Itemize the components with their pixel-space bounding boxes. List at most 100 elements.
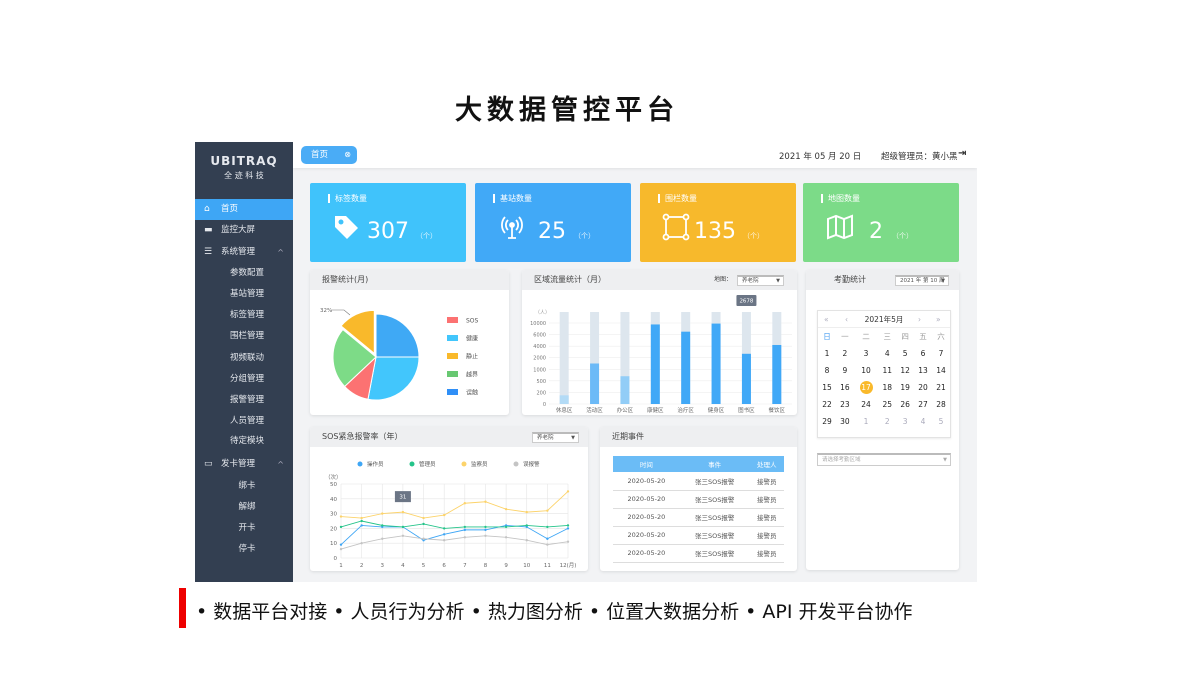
calendar-day[interactable]: 15 (818, 379, 836, 396)
calendar-day[interactable]: 20 (914, 379, 932, 396)
logout-icon[interactable]: ⇥ (958, 148, 967, 159)
data-point[interactable] (360, 524, 363, 527)
data-point[interactable] (442, 539, 446, 542)
data-point[interactable] (525, 524, 528, 527)
pie-slice[interactable] (332, 328, 377, 388)
calendar-day[interactable]: 26 (896, 396, 914, 413)
data-point[interactable] (525, 539, 528, 542)
data-point[interactable] (339, 525, 343, 529)
chevron-up-icon[interactable]: ^ (277, 248, 284, 257)
prev-month-icon[interactable]: ‹ (845, 315, 848, 324)
sidebar-item[interactable]: 参数配置 (195, 263, 293, 284)
chevron-up-icon[interactable]: ^ (277, 460, 284, 469)
calendar-day[interactable]: 27 (914, 396, 932, 413)
sidebar-item[interactable]: 开卡 (195, 518, 293, 539)
data-point[interactable] (484, 525, 487, 529)
legend-label[interactable]: 操作员 (367, 460, 384, 468)
calendar-day[interactable]: 19 (896, 379, 914, 396)
data-point[interactable] (525, 510, 528, 514)
data-point[interactable] (401, 510, 405, 514)
calendar-day[interactable]: 11 (878, 362, 896, 379)
data-point[interactable] (339, 515, 343, 518)
prev-year-icon[interactable]: « (824, 315, 829, 324)
pie-slice[interactable] (340, 309, 375, 355)
sidebar-item[interactable]: ▬ 监控大屏 (195, 220, 293, 241)
data-point[interactable] (339, 547, 343, 551)
data-point[interactable] (484, 528, 487, 532)
data-point[interactable] (484, 534, 487, 537)
calendar-day[interactable]: 5 (896, 345, 914, 362)
data-point[interactable] (422, 537, 425, 540)
data-point[interactable] (463, 528, 467, 532)
next-year-icon[interactable]: » (936, 315, 941, 324)
calendar-day[interactable]: 2 (836, 345, 854, 362)
data-point[interactable] (463, 525, 467, 529)
sidebar-item[interactable]: 人员管理 (195, 411, 293, 432)
calendar-day[interactable]: 2 (878, 413, 896, 430)
data-point[interactable] (566, 540, 570, 543)
data-point[interactable] (360, 542, 363, 545)
calendar-day[interactable]: 5 (932, 413, 950, 430)
data-point[interactable] (504, 507, 508, 511)
sidebar-item[interactable]: 视频联动 (195, 348, 293, 369)
data-point[interactable] (381, 512, 384, 515)
calendar-day[interactable]: 25 (878, 396, 896, 413)
pie-slice[interactable] (375, 313, 420, 358)
bar[interactable] (741, 353, 751, 404)
calendar-day[interactable]: 14 (932, 362, 950, 379)
table-row[interactable]: 2020-05-20 张三SOS报警 接警员 (613, 508, 784, 527)
table-row[interactable]: 2020-05-20 张三SOS报警 接警员 (613, 526, 784, 545)
calendar-day[interactable]: 12 (896, 362, 914, 379)
sidebar-item[interactable]: ▭ 发卡管理 ^ (195, 454, 293, 475)
calendar-day[interactable]: 21 (932, 379, 950, 396)
close-icon[interactable]: ⊗ (344, 150, 351, 159)
sidebar-item[interactable]: 标签管理 (195, 305, 293, 326)
bar[interactable] (620, 376, 630, 404)
data-point[interactable] (484, 500, 487, 503)
calendar-day[interactable]: 23 (836, 396, 854, 413)
sidebar-item[interactable]: 基站管理 (195, 284, 293, 305)
calendar-day[interactable]: 8 (818, 362, 836, 379)
sidebar-item[interactable]: ⌂ 首页 (195, 199, 293, 220)
calendar-day[interactable]: 4 (914, 413, 932, 430)
data-point[interactable] (504, 525, 508, 529)
week-select[interactable]: 2021 年 第 10 周 (895, 275, 949, 286)
calendar-day[interactable]: 18 (878, 379, 896, 396)
data-point[interactable] (422, 516, 425, 520)
calendar-day[interactable]: 3 (854, 345, 878, 362)
table-row[interactable]: 2020-05-20 张三SOS报警 接警员 (613, 544, 784, 563)
data-point[interactable] (546, 525, 549, 529)
bar[interactable] (772, 344, 782, 404)
sidebar-item[interactable]: 绑卡 (195, 476, 293, 497)
stat-card[interactable]: 地图数量 2 （个） (803, 183, 959, 262)
legend-label[interactable]: 监察员 (471, 460, 488, 468)
sidebar-item[interactable]: 分组管理 (195, 369, 293, 390)
year-select[interactable]: 养老院 (532, 432, 579, 443)
data-point[interactable] (566, 527, 570, 530)
legend-label[interactable]: 管理员 (419, 460, 436, 468)
data-point[interactable] (546, 543, 549, 546)
data-point[interactable] (566, 524, 570, 527)
calendar-day[interactable]: 24 (854, 396, 878, 413)
data-point[interactable] (546, 509, 549, 512)
calendar-day[interactable]: 9 (836, 362, 854, 379)
calendar-day[interactable]: 28 (932, 396, 950, 413)
data-point[interactable] (442, 527, 446, 530)
calendar-day[interactable]: 29 (818, 413, 836, 430)
table-row[interactable]: 2020-05-20 张三SOS报警 接警员 (613, 472, 784, 491)
calendar-day[interactable]: 4 (878, 345, 896, 362)
bar[interactable] (559, 395, 569, 404)
next-month-icon[interactable]: › (918, 315, 921, 324)
data-point[interactable] (442, 513, 446, 517)
table-row[interactable]: 2020-05-20 张三SOS报警 接警员 (613, 490, 784, 509)
sidebar-item[interactable]: ☰ 系统管理 ^ (195, 242, 293, 263)
calendar-day[interactable]: 7 (932, 345, 950, 362)
data-point[interactable] (566, 490, 570, 493)
pie-slice[interactable] (367, 356, 420, 401)
stat-card[interactable]: 基站数量 25 （个） (475, 183, 631, 262)
data-point[interactable] (360, 516, 363, 520)
bar[interactable] (681, 331, 691, 404)
legend-label[interactable]: 误报警 (523, 460, 540, 468)
data-point[interactable] (442, 533, 446, 536)
data-point[interactable] (463, 536, 467, 539)
